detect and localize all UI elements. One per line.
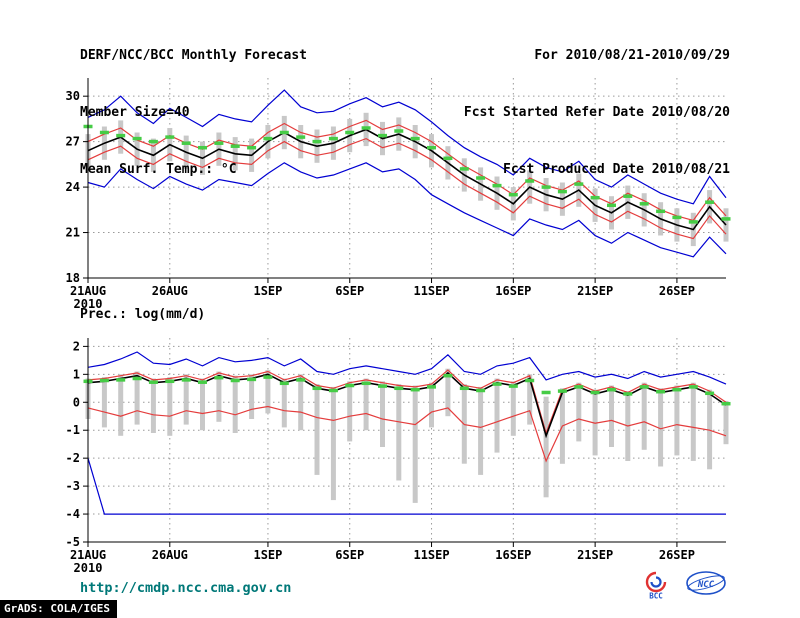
temp-var-label: Mean Surf. Temp.: °C [80,162,237,177]
y-tick-label: -5 [66,535,80,549]
x-tick-label: 26AUG [152,548,188,562]
y-tick-label: -3 [66,479,80,493]
x-year-label: 2010 [74,561,103,575]
x-tick-label: 1SEP [253,548,282,562]
x-tick-label: 16SEP [495,548,531,562]
y-tick-label: 24 [66,180,80,194]
axes [83,338,726,547]
bcc-logo: BCC [645,571,667,601]
header-left: DERF/NCC/BCC Monthly Forecast Member Siz… [80,8,307,217]
series-climate-dashed [83,373,731,406]
grads-credit: GrADS: COLA/IGES [0,600,117,618]
y-tick-label: 1 [73,367,80,381]
x-tick-label: 6SEP [335,548,364,562]
x-tick-label: 6SEP [335,284,364,298]
forecast-range-label: For 2010/08/21-2010/09/29 [534,48,730,63]
y-tick-label: -1 [66,423,80,437]
fcst-start-date-label: Fcst Started Refer Date 2010/08/20 [463,105,730,120]
x-tick-label: 11SEP [413,548,449,562]
member-size-label: Member Size=40 [80,105,190,120]
x-tick-label: 11SEP [413,284,449,298]
ncc-logo-text: NCC [697,580,715,590]
agency-logos: BCC NCC [638,570,728,600]
series-climate-dashed [83,124,731,224]
x-tick-label: 21AUG [70,548,106,562]
series-ensemble-min [87,162,727,258]
x-tick-label: 21SEP [577,284,613,298]
y-tick-label: 27 [66,135,80,149]
precip-var-label: Prec.: log(mm/d) [80,307,206,322]
axes [83,78,726,283]
x-tick-label: 21AUG [70,284,106,298]
series-ensemble-max [87,351,727,385]
series-ensemble-min [87,458,726,515]
ncc-logo: NCC [686,571,726,595]
source-url: http://cmdp.ncc.cma.gov.cn [80,580,292,596]
x-tick-label: 16SEP [495,284,531,298]
ensemble-spread-bars [85,368,729,503]
y-tick-label: -4 [66,507,80,521]
fcst-produced-date-label: Fcst Produced Date 2010/08/21 [503,162,730,177]
header-right: For 2010/08/21-2010/09/29 Fcst Started R… [464,8,730,217]
x-tick-label: 26SEP [659,284,695,298]
series-ensemble-mean [87,128,727,231]
page-title: DERF/NCC/BCC Monthly Forecast [80,48,307,63]
y-tick-label: 21 [66,226,80,240]
series-minus-std [87,405,727,463]
series-plus-std [87,369,727,435]
series-minus-std [87,137,727,240]
y-tick-label: 30 [66,89,80,103]
x-tick-label: 21SEP [577,548,613,562]
x-tick-label: 26AUG [152,284,188,298]
y-tick-label: 18 [66,271,80,285]
series-ensemble-max [87,89,727,205]
series-ensemble-mean [87,371,727,439]
series-plus-std [87,119,727,222]
x-tick-label: 26SEP [659,548,695,562]
bcc-logo-text: BCC [649,592,663,601]
x-year-label: 2010 [74,297,103,311]
x-tick-label: 1SEP [253,284,282,298]
y-tick-label: 0 [73,395,80,409]
y-tick-label: 2 [73,339,80,353]
y-tick-label: -2 [66,451,80,465]
